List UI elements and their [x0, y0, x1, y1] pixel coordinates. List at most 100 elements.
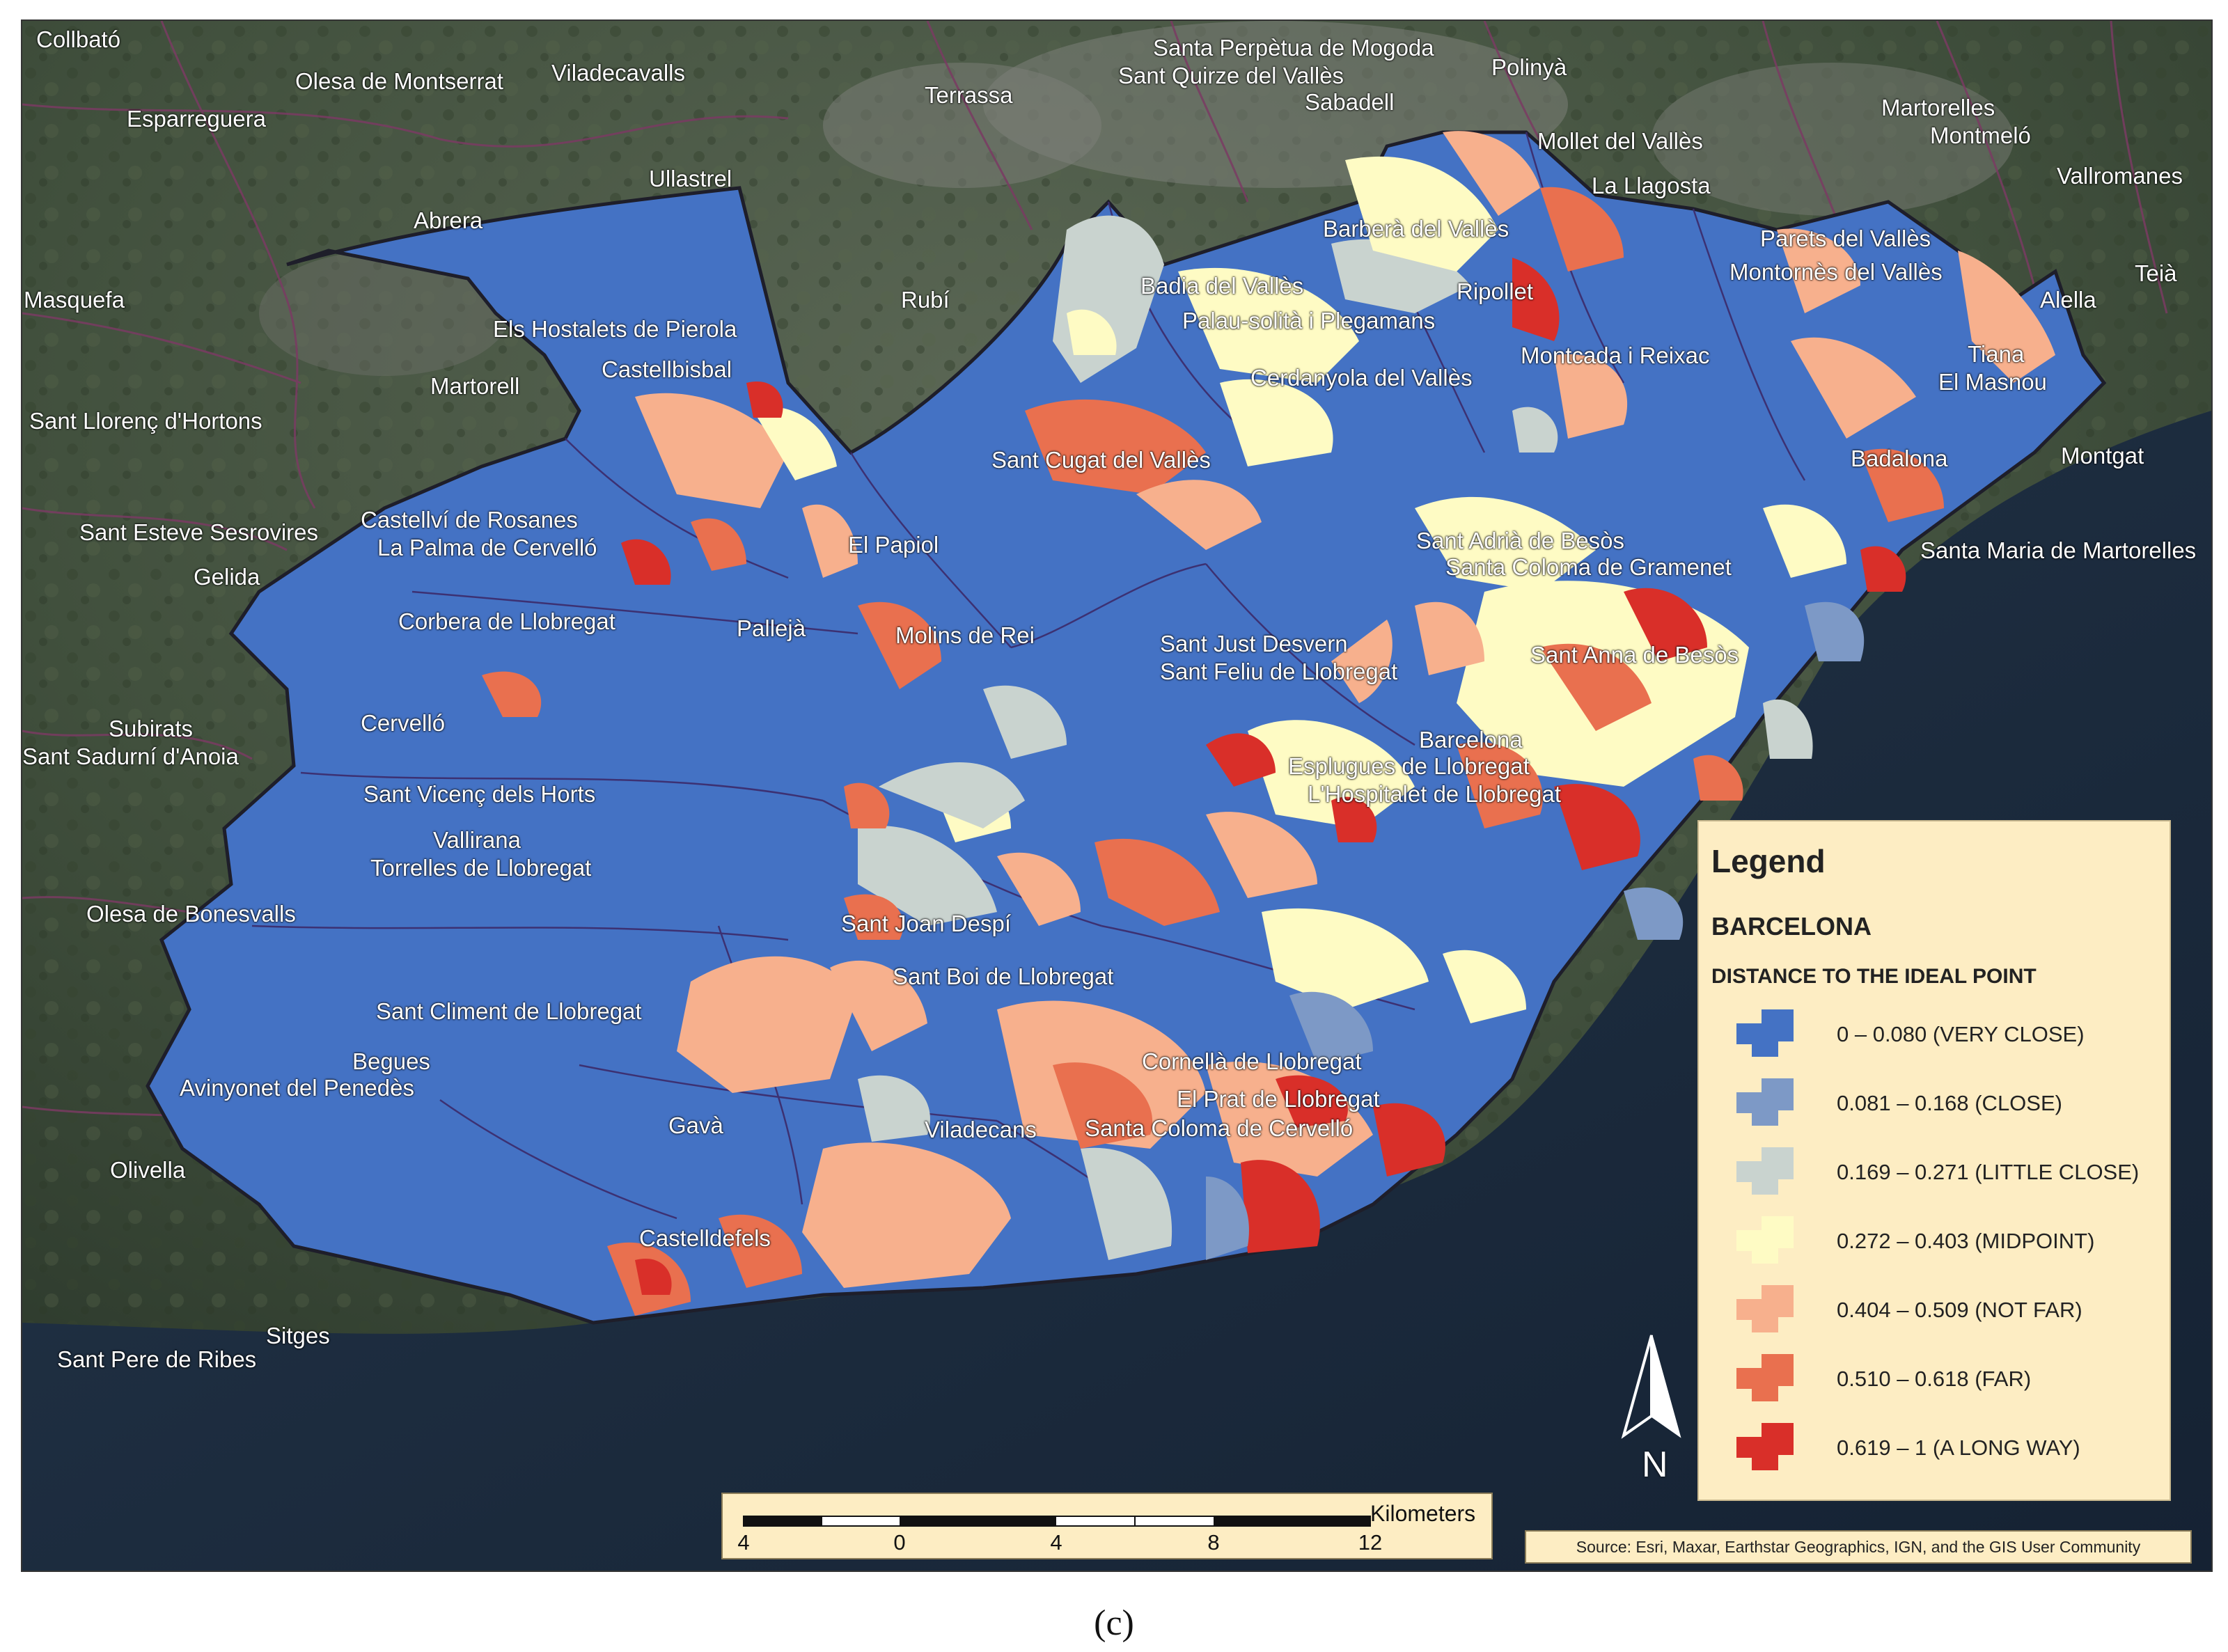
scale-tick-label: 4 [1050, 1530, 1062, 1555]
place-label: Avinyonet del Penedès [180, 1075, 414, 1101]
place-label: Gelida [194, 564, 260, 590]
place-label: Ullastrel [649, 166, 732, 191]
place-label: Palau-solità i Plegamans [1182, 308, 1436, 333]
place-label: Sitges [266, 1323, 330, 1348]
scale-bar-graphic [743, 1516, 1371, 1527]
legend-swatch [1736, 1078, 1794, 1126]
place-label: Sant Anna de Besòs [1530, 642, 1739, 668]
place-label: Torrelles de Llobregat [370, 855, 592, 881]
legend-swatch [1736, 1009, 1794, 1057]
place-label: Barcelona [1419, 727, 1523, 753]
legend-label: 0.169 – 0.271 (LITTLE CLOSE) [1837, 1160, 2140, 1184]
place-label: Mollet del Vallès [1537, 128, 1703, 154]
legend-item: 0.081 – 0.168 (CLOSE) [1734, 1076, 2165, 1131]
legend-label: 0 – 0.080 (VERY CLOSE) [1837, 1022, 2085, 1046]
legend-heading: DISTANCE TO THE IDEAL POINT [1711, 965, 2037, 988]
place-label: Olesa de Bonesvalls [86, 901, 296, 927]
legend-swatch [1736, 1354, 1794, 1401]
legend-title: Legend [1711, 843, 1826, 879]
place-label: Montgat [2061, 443, 2144, 469]
place-label: Sant Pere de Ribes [57, 1346, 257, 1372]
place-label: La Palma de Cervelló [377, 535, 597, 560]
north-arrow-icon [1621, 1335, 1681, 1439]
place-label: Sant Llorenç d'Hortons [29, 408, 262, 434]
place-label: Martorelles [1881, 95, 1995, 120]
place-label: Collbató [36, 26, 121, 52]
figure-caption: (c) [1094, 1603, 1134, 1643]
place-label: Sant Vicenç dels Horts [363, 781, 596, 807]
place-label: Molins de Rei [895, 622, 1035, 648]
place-label: Gavà [668, 1112, 723, 1138]
place-label: Tiana [1968, 341, 2025, 367]
place-label: Corbera de Llobregat [398, 608, 615, 634]
legend-label: 0.619 – 1 (A LONG WAY) [1837, 1435, 2080, 1460]
place-label: Montmeló [1930, 123, 2031, 148]
place-label: Montornès del Vallès [1729, 259, 1943, 285]
legend-swatch [1736, 1147, 1794, 1195]
legend-item: 0.619 – 1 (A LONG WAY) [1734, 1420, 2165, 1476]
place-label: Castelldefels [639, 1225, 771, 1251]
place-label: Pallejà [737, 615, 806, 641]
legend-item: 0.272 – 0.403 (MIDPOINT) [1734, 1213, 2165, 1269]
scale-tick-label: 8 [1207, 1530, 1220, 1555]
place-label: Martorell [430, 373, 520, 399]
place-label: Montcada i Reixac [1521, 343, 1710, 368]
legend-box: Legend BARCELONA DISTANCE TO THE IDEAL P… [1697, 820, 2171, 1501]
place-label: Castellví de Rosanes [361, 507, 578, 533]
place-label: Ripollet [1457, 278, 1534, 304]
place-label: Olivella [110, 1157, 186, 1183]
legend-item: 0.404 – 0.509 (NOT FAR) [1734, 1282, 2165, 1338]
legend-item: 0.169 – 0.271 (LITTLE CLOSE) [1734, 1144, 2165, 1200]
place-label: Barberà del Vallès [1323, 216, 1509, 242]
scale-unit-label: Kilometers [1370, 1501, 1476, 1526]
place-label: Santa Maria de Martorelles [1920, 537, 2197, 563]
place-label: Vallromanes [2057, 163, 2183, 189]
legend-label: 0.510 – 0.618 (FAR) [1837, 1367, 2032, 1391]
place-label: Viladecavalls [551, 60, 686, 86]
place-label: Badia del Vallès [1140, 273, 1304, 299]
place-label: Sant Just Desvern [1160, 631, 1348, 656]
legend-swatch [1736, 1285, 1794, 1332]
legend-subtitle: BARCELONA [1711, 912, 1872, 941]
place-label: El Masnou [1938, 369, 2047, 395]
place-label: Alella [2040, 287, 2096, 313]
place-label: Sant Esteve Sesrovires [79, 519, 318, 545]
legend-item: 0.510 – 0.618 (FAR) [1734, 1351, 2165, 1407]
place-label: Sant Climent de Llobregat [376, 998, 642, 1024]
place-label: Santa Coloma de Gramenet [1445, 554, 1732, 580]
place-label: Sant Feliu de Llobregat [1160, 659, 1398, 684]
place-label: Esplugues de Llobregat [1288, 753, 1530, 779]
place-label: Parets del Vallès [1760, 226, 1931, 251]
legend-swatch [1736, 1216, 1794, 1264]
place-label: Sant Joan Despí [841, 911, 1011, 936]
place-label: Santa Perpètua de Mogoda [1153, 35, 1434, 61]
place-label: Cerdanyola del Vallès [1250, 365, 1473, 391]
place-label: Sant Quirze del Vallès [1118, 63, 1344, 88]
place-label: Polinyà [1491, 54, 1567, 80]
source-attribution: Source: Esri, Maxar, Earthstar Geographi… [1525, 1530, 2192, 1564]
place-label: Esparreguera [127, 106, 266, 132]
place-label: Vallirana [433, 827, 521, 853]
distance-patches [482, 131, 2055, 1316]
place-label: Olesa de Montserrat [295, 68, 503, 94]
place-label: El Papiol [848, 532, 939, 558]
place-label: La Llagosta [1592, 173, 1711, 198]
legend-label: 0.272 – 0.403 (MIDPOINT) [1837, 1229, 2095, 1253]
sea-area [22, 411, 2211, 1571]
place-label: Cervelló [361, 710, 446, 736]
place-label: Subirats [109, 716, 194, 741]
legend-label: 0.081 – 0.168 (CLOSE) [1837, 1091, 2062, 1115]
scale-bar: 4 0 4 8 12 Kilometers [721, 1493, 1493, 1559]
scale-tick-label: 4 [737, 1530, 750, 1555]
place-label: Masquefa [24, 287, 125, 313]
scale-tick-label: 12 [1358, 1530, 1383, 1555]
place-label: Badalona [1851, 446, 1948, 471]
legend-swatch [1736, 1423, 1794, 1470]
place-label: Cornellà de Llobregat [1142, 1048, 1362, 1074]
place-label: El Prat de Llobregat [1177, 1086, 1380, 1112]
place-label: Viladecans [925, 1117, 1037, 1142]
place-label: Sant Boi de Llobregat [893, 963, 1114, 989]
place-label: Santa Coloma de Cervelló [1085, 1115, 1354, 1141]
place-label: Begues [352, 1048, 430, 1074]
legend-item: 0 – 0.080 (VERY CLOSE) [1734, 1007, 2165, 1062]
